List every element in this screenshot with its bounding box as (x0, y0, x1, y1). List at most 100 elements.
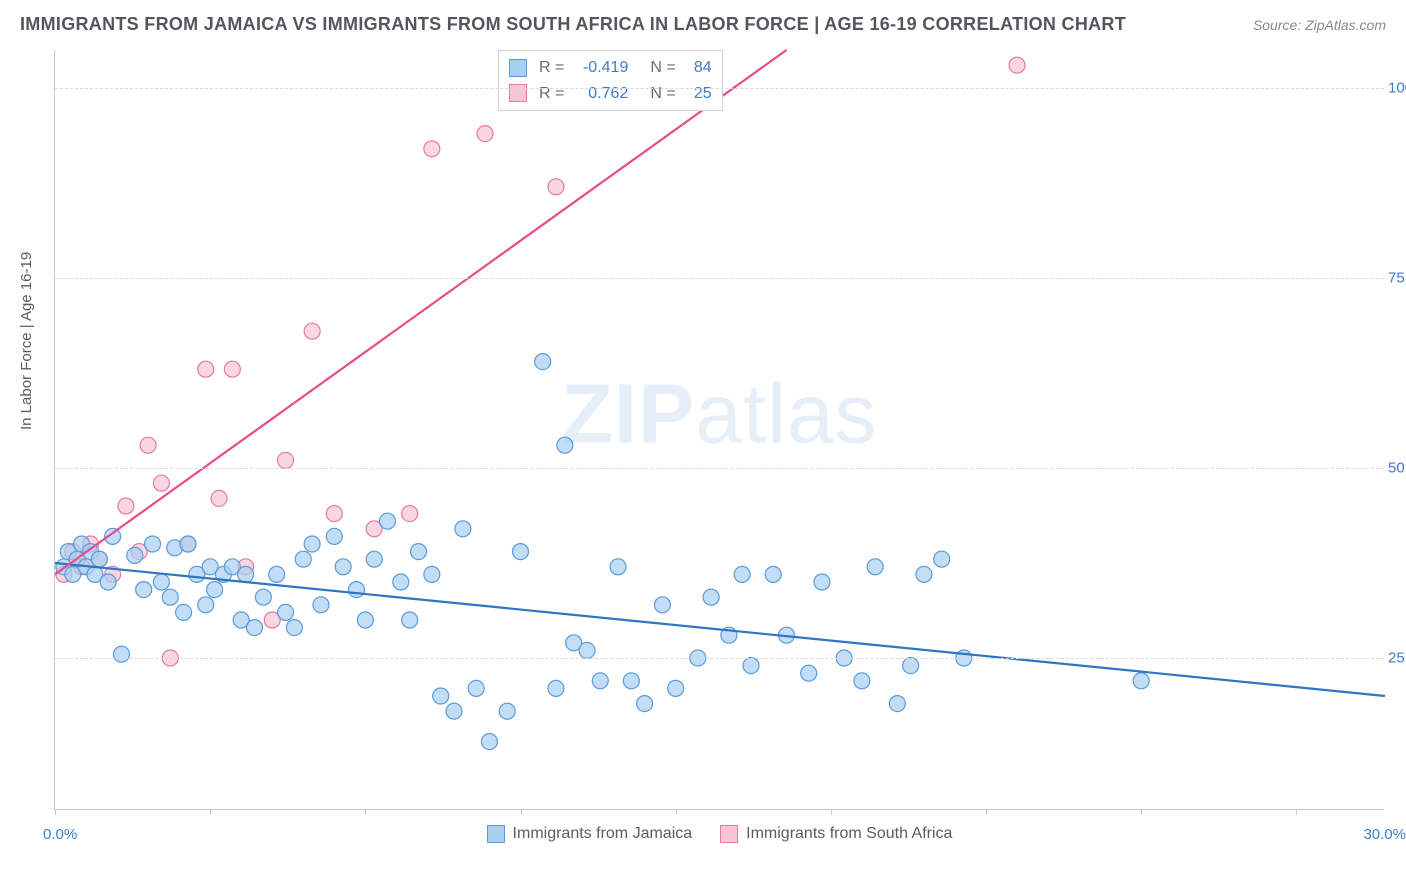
data-point (118, 498, 134, 514)
data-point (668, 680, 684, 696)
data-point (335, 559, 351, 575)
data-point (114, 646, 130, 662)
data-point (366, 551, 382, 567)
data-point (140, 437, 156, 453)
data-point (499, 703, 515, 719)
data-point (326, 528, 342, 544)
legend-label-jamaica: Immigrants from Jamaica (513, 825, 693, 843)
data-point (446, 703, 462, 719)
data-point (814, 574, 830, 590)
gridline (55, 88, 1384, 89)
scatter-plot-svg (55, 50, 1384, 809)
data-point (162, 589, 178, 605)
data-point (278, 452, 294, 468)
data-point (765, 566, 781, 582)
correlation-stats-box: R = -0.419 N = 84 R = 0.762 N = 25 (498, 50, 723, 111)
series-legend: Immigrants from Jamaica Immigrants from … (55, 825, 1384, 843)
data-point (304, 323, 320, 339)
x-tick (1141, 809, 1142, 815)
data-point (91, 551, 107, 567)
data-point (637, 696, 653, 712)
data-point (411, 544, 427, 560)
n-value-safrica: 25 (684, 81, 712, 107)
regression-line (55, 50, 787, 574)
data-point (269, 566, 285, 582)
data-point (654, 597, 670, 613)
data-point (313, 597, 329, 613)
data-point (127, 547, 143, 563)
data-point (211, 490, 227, 506)
jamaica-swatch (487, 825, 505, 843)
r-value-jamaica: -0.419 (572, 55, 628, 81)
y-tick-label: 75.0% (1388, 270, 1406, 287)
data-point (238, 566, 254, 582)
x-tick (1296, 809, 1297, 815)
x-tick (986, 809, 987, 815)
x-tick (676, 809, 677, 815)
r-label: R = (539, 81, 564, 107)
safrica-swatch (720, 825, 738, 843)
data-point (100, 574, 116, 590)
data-point (207, 582, 223, 598)
x-tick (521, 809, 522, 815)
data-point (743, 658, 759, 674)
gridline (55, 658, 1384, 659)
data-point (176, 604, 192, 620)
y-tick-label: 100.0% (1388, 80, 1406, 97)
n-value-jamaica: 84 (684, 55, 712, 81)
data-point (455, 521, 471, 537)
x-tick (365, 809, 366, 815)
data-point (224, 361, 240, 377)
y-tick-label: 25.0% (1388, 650, 1406, 667)
data-point (357, 612, 373, 628)
data-point (513, 544, 529, 560)
data-point (903, 658, 919, 674)
data-point (198, 361, 214, 377)
data-point (801, 665, 817, 681)
data-point (579, 642, 595, 658)
data-point (1133, 673, 1149, 689)
n-label: N = (650, 55, 675, 81)
data-point (916, 566, 932, 582)
data-point (145, 536, 161, 552)
data-point (326, 506, 342, 522)
data-point (286, 620, 302, 636)
data-point (180, 536, 196, 552)
data-point (153, 475, 169, 491)
data-point (278, 604, 294, 620)
data-point (934, 551, 950, 567)
data-point (734, 566, 750, 582)
data-point (433, 688, 449, 704)
data-point (136, 582, 152, 598)
data-point (623, 673, 639, 689)
y-tick-label: 50.0% (1388, 460, 1406, 477)
jamaica-swatch (509, 59, 527, 77)
data-point (481, 734, 497, 750)
data-point (703, 589, 719, 605)
data-point (468, 680, 484, 696)
data-point (402, 506, 418, 522)
data-point (198, 597, 214, 613)
data-point (548, 179, 564, 195)
stats-row-jamaica: R = -0.419 N = 84 (509, 55, 712, 81)
source-attribution: Source: ZipAtlas.com (1253, 17, 1386, 33)
data-point (348, 582, 364, 598)
data-point (1009, 57, 1025, 73)
data-point (477, 126, 493, 142)
y-axis-label: In Labor Force | Age 16-19 (18, 252, 35, 430)
legend-item-safrica: Immigrants from South Africa (720, 825, 952, 843)
data-point (393, 574, 409, 590)
data-point (247, 620, 263, 636)
data-point (153, 574, 169, 590)
x-tick (210, 809, 211, 815)
r-value-safrica: 0.762 (572, 81, 628, 107)
gridline (55, 278, 1384, 279)
data-point (424, 141, 440, 157)
data-point (295, 551, 311, 567)
legend-item-jamaica: Immigrants from Jamaica (487, 825, 693, 843)
data-point (255, 589, 271, 605)
n-label: N = (650, 81, 675, 107)
stats-row-safrica: R = 0.762 N = 25 (509, 81, 712, 107)
data-point (610, 559, 626, 575)
data-point (867, 559, 883, 575)
